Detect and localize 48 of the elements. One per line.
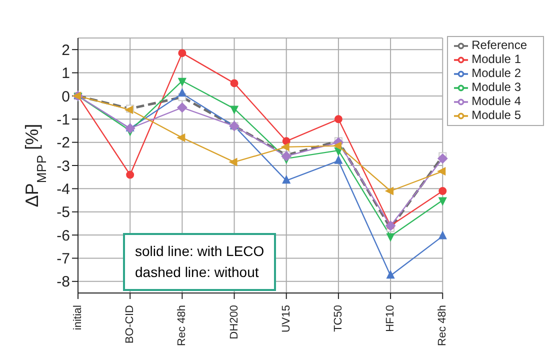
- point: [229, 158, 238, 166]
- y-tick-label: 0: [62, 88, 70, 106]
- y-tick-label: 1: [62, 65, 70, 82]
- point: [333, 142, 342, 150]
- x-tick-label: Rec 48h: [436, 305, 449, 346]
- legend-label: Reference: [472, 38, 527, 52]
- point: [438, 154, 448, 164]
- point: [438, 231, 447, 240]
- point: [386, 187, 394, 195]
- point: [282, 176, 290, 184]
- point: [438, 197, 447, 206]
- point: [438, 167, 446, 176]
- legend-label: Module 5: [472, 108, 521, 122]
- legend-label: Module 2: [472, 66, 521, 80]
- point: [334, 115, 342, 124]
- point: [178, 49, 186, 58]
- x-tick-label: initial: [72, 305, 84, 330]
- x-tick-label: BO-CID: [124, 304, 136, 344]
- point: [230, 106, 238, 114]
- x-tick-label: Rec 48h: [176, 305, 188, 346]
- y-tick-label: 2: [62, 42, 70, 59]
- legend-label: Module 1: [472, 52, 521, 66]
- y-tick-label: -4: [56, 181, 70, 198]
- y-tick-label: -5: [56, 204, 70, 222]
- y-tick-label: -7: [56, 250, 70, 268]
- legend-label: Module 4: [472, 94, 521, 108]
- point: [177, 134, 186, 142]
- point: [178, 88, 186, 97]
- annotation: solid line: with LECO dashed line: without: [123, 233, 276, 291]
- point: [386, 233, 395, 242]
- point: [178, 78, 186, 86]
- point: [386, 270, 395, 279]
- y-tick-label: -2: [56, 134, 70, 152]
- x-tick-label: TC50: [332, 305, 344, 332]
- y-tick-label: -1: [56, 111, 70, 128]
- point: [126, 170, 134, 179]
- y-tick-label: -6: [56, 227, 70, 244]
- y-tick-label: -8: [56, 274, 70, 291]
- point: [438, 187, 447, 195]
- point: [230, 79, 238, 88]
- x-tick-label: HF10: [384, 305, 397, 332]
- point: [334, 156, 342, 164]
- legend-label: Module 3: [472, 80, 521, 94]
- point: [281, 142, 290, 151]
- x-tick-label: DH200: [228, 305, 240, 340]
- x-tick-label: UV15: [280, 305, 292, 333]
- point: [177, 102, 188, 113]
- y-tick-label: -3: [56, 158, 70, 175]
